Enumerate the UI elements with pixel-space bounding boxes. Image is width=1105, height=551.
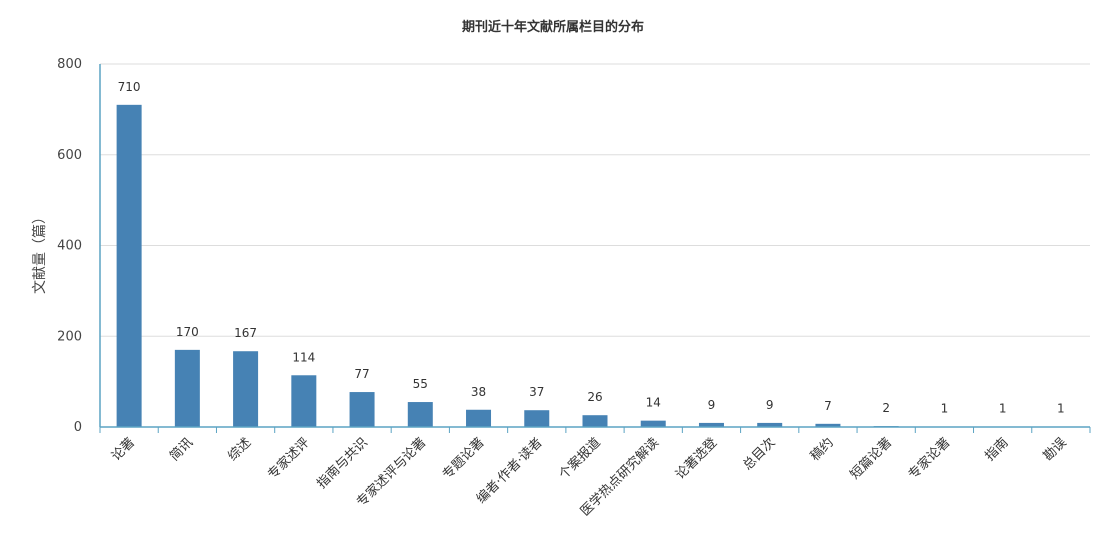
data-label: 26: [587, 390, 602, 404]
data-label: 37: [529, 385, 544, 399]
bar-layer: [116, 104, 1074, 428]
bar: [291, 375, 317, 427]
bar: [233, 351, 259, 427]
bar: [407, 402, 433, 427]
data-label: 710: [118, 80, 141, 94]
bar: [640, 420, 666, 427]
y-axis-label: 文献量（篇）: [32, 210, 48, 294]
x-tick-label: 专题论著: [440, 435, 487, 482]
bar: [698, 422, 724, 427]
y-tick-label: 200: [57, 329, 82, 344]
x-tick-label: 指南与共识: [314, 435, 371, 492]
data-label: 55: [413, 377, 428, 391]
bar: [349, 392, 375, 427]
data-label: 9: [766, 398, 774, 412]
x-tick-label: 稿约: [807, 435, 837, 465]
x-tick-label: 总目次: [740, 435, 779, 474]
data-label: 2: [882, 401, 890, 415]
data-label: 38: [471, 385, 486, 399]
data-label: 77: [354, 367, 369, 381]
data-label: 1: [1057, 402, 1065, 416]
x-tick-label: 短篇论著: [848, 435, 895, 482]
x-tick-label: 专家论著: [905, 435, 953, 483]
data-label: 7: [824, 399, 832, 413]
x-tick-label: 个案报道: [556, 435, 603, 482]
bar: [174, 349, 200, 427]
x-tick-label: 勘误: [1041, 435, 1070, 464]
bar: [757, 422, 783, 427]
y-tick-label: 0: [74, 420, 82, 435]
chart-title: 期刊近十年文献所属栏目的分布: [462, 19, 644, 35]
bar: [524, 410, 550, 427]
x-tick-label: 论著选登: [673, 435, 720, 482]
bar: [116, 104, 142, 428]
bar: [815, 423, 841, 427]
data-label: 14: [646, 396, 661, 410]
bar: [466, 409, 492, 427]
y-tick-label: 400: [57, 239, 82, 254]
x-tick-label: 专家述评: [265, 435, 313, 483]
x-tick-label: 指南: [982, 435, 1012, 465]
label-layer: 0200400600800710论著170简讯167综述114专家述评77指南与…: [57, 57, 1070, 519]
data-label: 114: [292, 350, 315, 364]
bar: [582, 415, 608, 427]
x-tick-label: 综述: [225, 435, 254, 464]
axis-layer: [99, 64, 1091, 433]
data-label: 167: [234, 326, 257, 340]
data-label: 1: [999, 402, 1007, 416]
data-label: 170: [176, 325, 199, 339]
data-label: 9: [708, 398, 716, 412]
x-tick-label: 简讯: [166, 435, 196, 465]
x-tick-label: 论著: [109, 435, 138, 464]
y-tick-label: 600: [57, 148, 82, 163]
y-tick-label: 800: [57, 57, 82, 72]
grid-layer: [100, 63, 1090, 337]
data-label: 1: [941, 402, 949, 416]
